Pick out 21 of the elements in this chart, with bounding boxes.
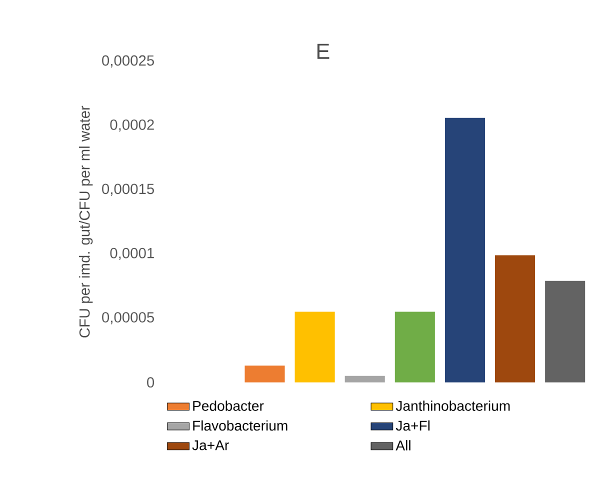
chart-title: E [317, 44, 330, 59]
legend-label: Flavobacterium [193, 420, 288, 431]
legend-label: Janthinobacterium [396, 400, 510, 411]
legend-label: Pedobacter [193, 400, 264, 411]
bar [294, 312, 335, 382]
legend-label: Ja+Fl [396, 420, 430, 431]
bar [244, 366, 285, 382]
bar [444, 118, 485, 382]
y-tick-label: 0,00025 [102, 55, 154, 68]
y-tick-label: 0,00015 [102, 184, 154, 196]
y-tick-label: 0,00005 [102, 312, 154, 324]
bar [495, 255, 536, 382]
y-tick-label: 0,0002 [110, 119, 154, 132]
y-tick-label: 0,0001 [110, 248, 154, 260]
bar [344, 376, 385, 382]
y-tick-label: 0 [147, 376, 154, 388]
bar [394, 312, 435, 382]
y-axis-title: CFU per imd. gut/CFU per ml water [78, 106, 93, 338]
bar [545, 280, 586, 382]
legend-label: Ja+Ar [192, 440, 229, 450]
legend-label: All [396, 440, 410, 450]
